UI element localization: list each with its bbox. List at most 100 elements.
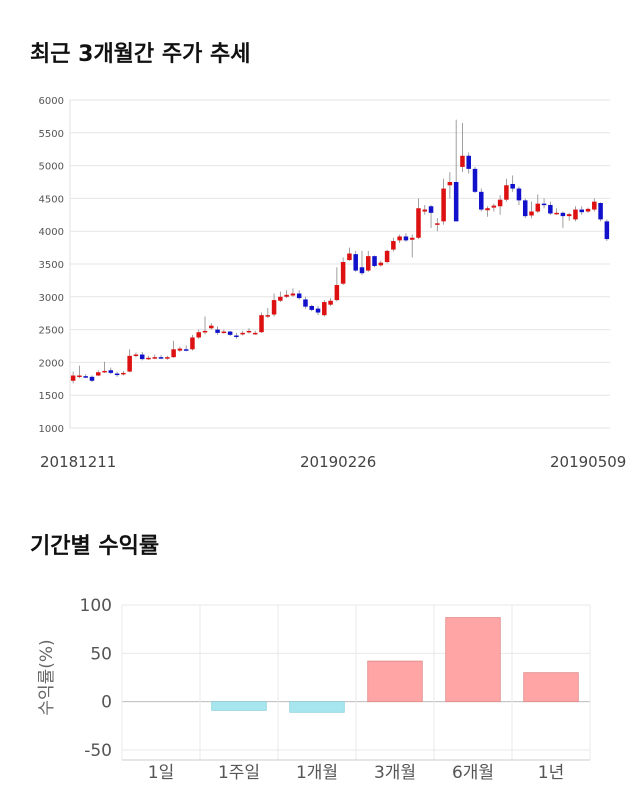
price-candle-body (227, 331, 233, 335)
price-candle-body (127, 355, 132, 372)
price-candle-body (365, 256, 371, 271)
price-candle-body (403, 236, 409, 241)
price-candle-body (158, 357, 164, 359)
price-candle-body (416, 208, 421, 238)
price-candle-body (598, 202, 603, 220)
price-candle-body (541, 203, 547, 206)
period-return-title: 기간별 수익률 (30, 534, 160, 559)
price-candle-body (296, 293, 302, 299)
price-candle-body (347, 253, 352, 261)
price-candle-body (466, 155, 471, 169)
price-candle-body (183, 349, 189, 351)
price-candle-body (334, 284, 340, 301)
price-candle-body (70, 375, 76, 381)
price-candle-body (409, 237, 415, 240)
price-y-tick-label: 3500 (39, 260, 64, 271)
price-candle-body (372, 256, 377, 266)
price-candle-body (529, 211, 534, 216)
price-trend-title: 최근 3개월간 주가 추세 (30, 42, 251, 67)
price-candle-body (221, 331, 227, 334)
price-candle-body (328, 300, 333, 305)
price-candle-body (259, 315, 264, 333)
price-candle-body (190, 337, 195, 350)
price-candle-body (284, 294, 289, 297)
price-candle-body (497, 199, 503, 207)
price-candle-body (384, 250, 390, 263)
return-category-label: 1년 (538, 763, 564, 783)
price-candle-body (215, 329, 220, 333)
return-category-label: 3개월 (374, 763, 416, 783)
price-candle-body (146, 357, 151, 360)
price-candle-body (278, 296, 283, 301)
price-candle-body (453, 182, 459, 222)
price-candle-body (428, 206, 434, 213)
price-candle-body (447, 182, 453, 186)
price-candle-body (290, 293, 296, 296)
price-candle-body (234, 335, 239, 338)
price-y-tick-label: 1000 (39, 424, 64, 435)
price-candle-body (441, 188, 446, 222)
price-candle-body (152, 357, 158, 359)
price-candle-body (209, 325, 214, 329)
price-candle-body (548, 204, 553, 214)
price-candle-body (504, 185, 509, 200)
price-candle-body (460, 155, 465, 167)
return-category-label: 1개월 (296, 763, 338, 783)
price-candle-body (340, 262, 346, 284)
price-candle-body (121, 372, 126, 375)
price-candle-body (322, 302, 327, 316)
price-candle-body (95, 372, 101, 376)
return-bar (211, 701, 267, 711)
return-category-label: 1주일 (218, 763, 260, 783)
price-candle-body (391, 241, 396, 250)
price-candle-body (108, 370, 114, 373)
price-candle-body (353, 254, 358, 271)
price-candle-body (133, 354, 139, 357)
price-y-tick-label: 2000 (39, 358, 64, 369)
price-candle-body (397, 236, 402, 241)
price-candle-body (252, 332, 258, 335)
price-candle-body (535, 203, 541, 212)
price-candle-body (265, 315, 271, 317)
price-y-tick-label: 2500 (39, 326, 64, 337)
price-candle-body (271, 300, 277, 315)
price-candle-body (472, 168, 478, 192)
return-bar (445, 617, 501, 703)
price-candle-body (202, 330, 208, 333)
price-candle-body (579, 209, 585, 213)
price-candle-body (246, 330, 252, 333)
price-candle-body (491, 205, 497, 208)
price-y-tick-label: 5500 (39, 129, 64, 140)
price-candle-body (522, 200, 528, 217)
price-candle-body (196, 332, 201, 338)
return-bar (289, 701, 345, 713)
price-x-date-label: 20190509 (550, 453, 626, 471)
price-x-date-label: 20190226 (300, 453, 376, 471)
return-category-label: 1일 (148, 763, 174, 783)
price-candle-body (303, 299, 308, 307)
price-candle-body (566, 214, 572, 217)
price-candle-body (165, 357, 170, 359)
price-candle-body (516, 188, 522, 201)
price-y-tick-label: 4000 (39, 227, 64, 238)
price-candle-body (83, 376, 88, 378)
price-candle-body (485, 208, 490, 211)
price-candle-body (592, 201, 597, 210)
return-y-tick-label: 0 (101, 693, 112, 713)
price-candle-body (77, 375, 82, 378)
price-candle-body (102, 370, 107, 373)
price-candle-body (359, 267, 365, 274)
price-candle-body (171, 349, 176, 358)
return-bar (367, 660, 423, 703)
price-candle-body (177, 348, 183, 351)
price-candle-body (139, 354, 145, 360)
price-candle-body (309, 305, 315, 310)
price-candle-body (554, 212, 559, 215)
price-candle-body (240, 332, 245, 335)
price-candle-body (479, 191, 484, 210)
price-candle-body (604, 221, 610, 240)
price-y-tick-label: 5000 (39, 162, 64, 173)
price-y-tick-label: 1500 (39, 391, 64, 402)
price-candle-body (435, 223, 440, 225)
return-bar (523, 672, 579, 703)
